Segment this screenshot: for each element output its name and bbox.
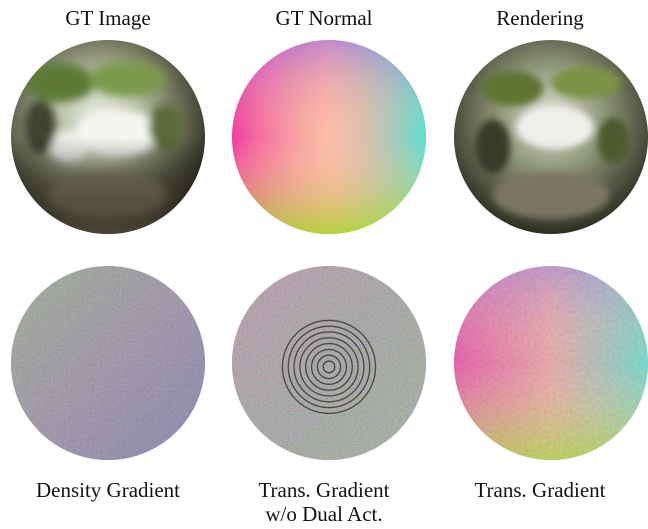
label-rendering: Rendering (496, 6, 584, 30)
trans-gradient-no-dual-sphere (232, 266, 426, 460)
label-density-gradient: Density Gradient (0, 478, 216, 502)
label-line1: Density Gradient (35, 478, 181, 502)
label-trans-gradient: Trans. Gradient (432, 478, 648, 502)
density-gradient-sphere (11, 266, 205, 460)
rendering-sphere (454, 40, 648, 234)
gt-image-sphere (11, 40, 205, 234)
label-line2: w/o Dual Act. (265, 502, 383, 526)
trans-gradient-sphere (454, 266, 648, 460)
label-trans-gradient-no-dual: Trans. Gradient w/o Dual Act. (216, 478, 432, 526)
gt-normal-sphere (232, 40, 426, 234)
label-line1: Trans. Gradient (258, 478, 390, 502)
label-gt-normal: GT Normal (275, 6, 373, 30)
label-gt-image: GT Image (65, 6, 151, 30)
label-line1: Trans. Gradient (474, 478, 606, 502)
